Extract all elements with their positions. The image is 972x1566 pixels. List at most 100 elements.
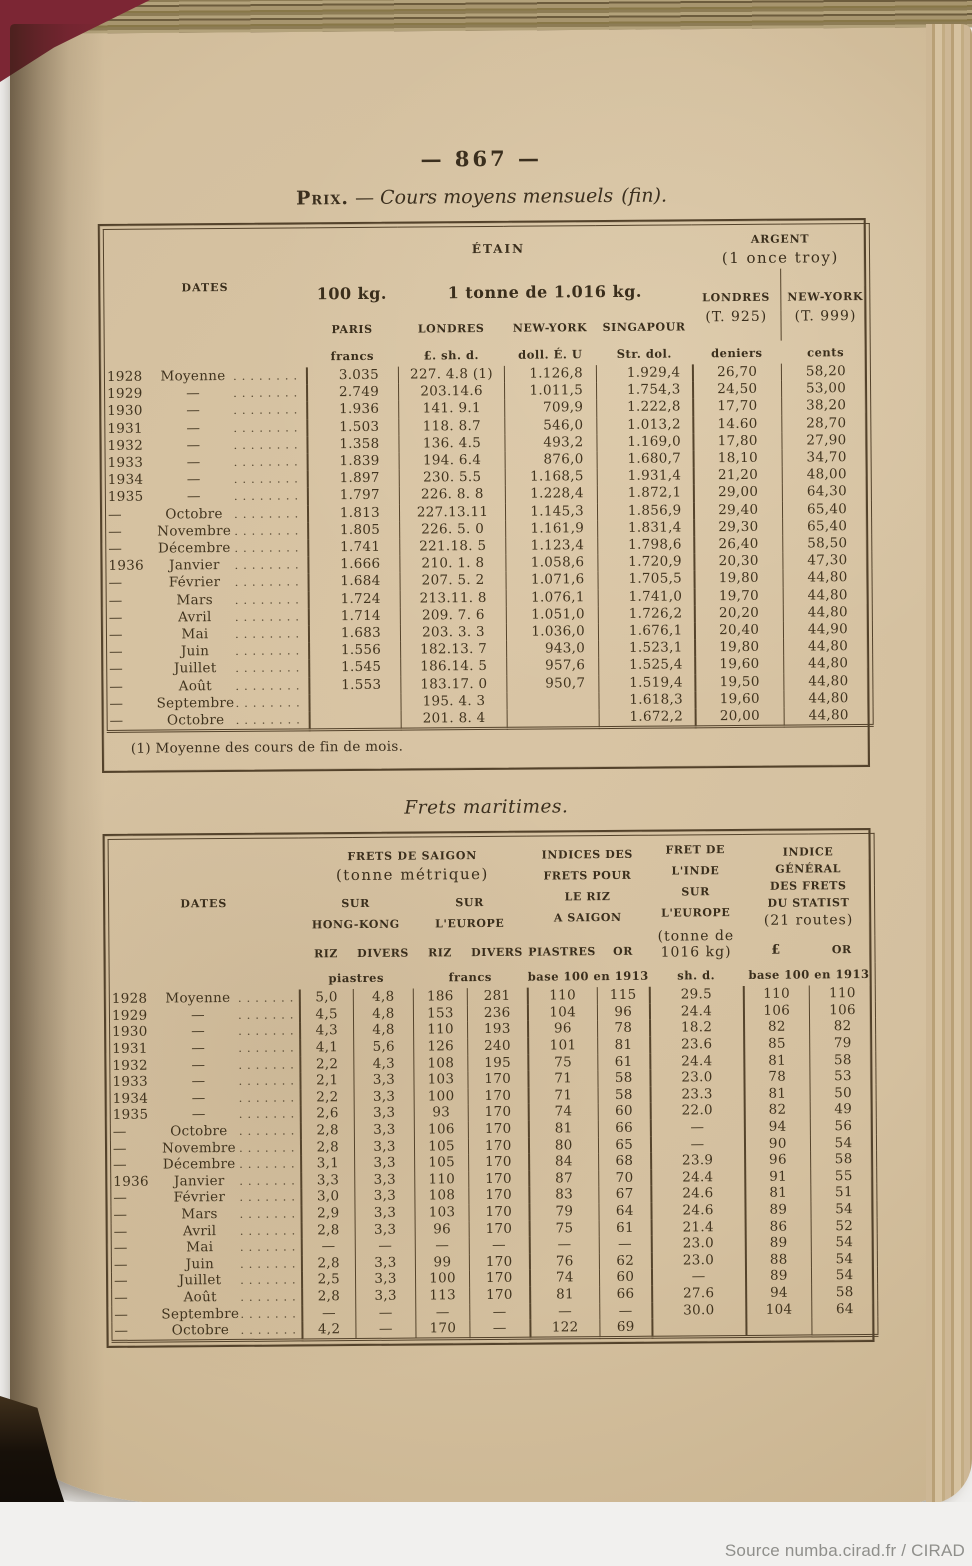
data-cell: 3,3 (355, 1287, 416, 1305)
data-cell: — (599, 1235, 652, 1253)
data-cell: 58,50 (807, 535, 848, 552)
data-cell (812, 1317, 878, 1336)
row-month: Octobre (166, 712, 225, 729)
data-cell: 4,1 (299, 1039, 354, 1057)
row-date-label: — Décembre (105, 539, 308, 559)
data-cell: 3,3 (354, 1121, 415, 1139)
row-year: 1928 (111, 990, 148, 1008)
data-cell: 26,40 (693, 535, 783, 554)
data-cell: — (469, 1303, 530, 1321)
data-cell: 1.676,1 (598, 622, 695, 641)
data-cell: 75 (529, 1219, 600, 1237)
row-year: 1928 (106, 368, 143, 385)
data-cell: 22.0 (650, 1102, 745, 1120)
row-date-label: 1928 Moyenne (104, 367, 307, 387)
data-cell: 34,70 (806, 449, 847, 466)
data-cell: 1.228,4 (505, 485, 598, 504)
data-cell: 1.525,4 (598, 656, 695, 675)
data-cell: 1.813 (307, 504, 400, 523)
row-year: 1929 (111, 1007, 148, 1024)
dotted-leader (240, 1288, 296, 1305)
data-cell: 29,00 (693, 484, 783, 502)
unit-pounds: £. sh. d. (423, 347, 480, 362)
data-cell: 106 (414, 1121, 469, 1139)
data-cell: 227. 4.8 (1) (398, 365, 505, 384)
row-month: Moyenne (165, 990, 231, 1007)
data-cell: 226. 8. 8 (399, 486, 506, 505)
data-cell: 24,50 (692, 380, 782, 399)
dotted-leader (233, 367, 301, 385)
data-cell: 23.3 (650, 1085, 745, 1104)
data-cell: 14.60 (692, 415, 782, 434)
data-cell: 3,0 (300, 1188, 355, 1206)
data-cell: 24.4 (649, 1052, 744, 1070)
row-date-label: 1933 — (105, 453, 308, 473)
dotted-leader (235, 660, 303, 678)
unit-piastres: piastres (328, 971, 384, 986)
data-cell: 53 (834, 1068, 852, 1085)
dotted-leader (240, 1239, 296, 1256)
header-fret-inde: FRET DE L'INDE SUR L'EUROPE (tonne de 10… (648, 835, 743, 965)
header-or1: OR (613, 945, 633, 959)
data-cell: 44,80 (808, 672, 849, 690)
data-cell: 876,0 (505, 451, 598, 470)
row-month: — (191, 1023, 206, 1040)
header-argent-line2: (1 once troy) (721, 247, 839, 267)
scan-background (0, 1502, 972, 1566)
data-cell: 170 (468, 1170, 529, 1188)
row-month: Octobre (171, 1322, 230, 1339)
data-cell: 49 (834, 1101, 853, 1118)
data-cell: 281 (467, 987, 528, 1005)
header-fret-inde-paren: (tonne de 1016 kg) (657, 927, 735, 961)
data-cell: 24.4 (650, 1168, 745, 1187)
data-cell: 110 (414, 1170, 469, 1188)
data-cell: 110 (527, 987, 598, 1005)
row-month: — (186, 471, 201, 488)
dotted-leader (239, 1139, 295, 1156)
data-cell: — (599, 1302, 652, 1320)
data-cell: 709,9 (504, 399, 597, 418)
data-cell: 2,8 (300, 1138, 355, 1156)
row-date-label: — Mars (106, 591, 309, 610)
data-cell: 126 (413, 1038, 468, 1056)
unit-deniers: deniers (711, 345, 763, 360)
row-year: 1934 (107, 471, 144, 489)
data-cell: 2,2 (299, 1055, 354, 1073)
data-cell: 54 (835, 1234, 854, 1251)
row-date-label: — Avril (111, 1222, 302, 1241)
data-cell: 56 (834, 1118, 853, 1135)
data-cell: 170 (468, 1087, 529, 1105)
data-cell: 170 (469, 1270, 530, 1288)
data-cell: 66 (599, 1285, 652, 1303)
data-cell: 23.6 (649, 1036, 744, 1054)
data-cell: 1.618,3 (598, 691, 696, 710)
header-fret-inde-caps: FRET DE L'INDE SUR L'EUROPE (661, 843, 731, 920)
row-date-label: — Octobre (105, 504, 308, 524)
data-cell: — (355, 1237, 416, 1255)
row-month: Mai (186, 1239, 214, 1256)
data-cell: 23.0 (649, 1069, 745, 1087)
header-argent: ARGENT (1 once troy) (691, 223, 869, 269)
data-cell: 96 (415, 1220, 470, 1238)
data-cell: 84 (528, 1153, 599, 1171)
data-cell: 195. 4. 3 (400, 692, 508, 711)
data-cell: 54 (835, 1267, 854, 1284)
row-year: — (109, 661, 124, 678)
row-date-label: — Décembre (110, 1155, 301, 1174)
row-year: — (112, 1140, 127, 1157)
dotted-leader (238, 1056, 294, 1073)
row-month: — (186, 402, 201, 419)
data-cell: — (301, 1304, 356, 1322)
data-cell: 74 (529, 1269, 600, 1287)
row-date-label: 1932 — (109, 1056, 300, 1075)
row-date-label: — Octobre (110, 1122, 301, 1141)
data-cell: 23.0 (651, 1251, 746, 1270)
dotted-leader (235, 591, 303, 609)
data-cell: 94 (744, 1118, 811, 1136)
data-cell: 29.5 (649, 986, 744, 1004)
data-cell: 1.051,0 (506, 605, 599, 624)
data-cell: 1.741 (307, 538, 400, 557)
data-cell: 105 (414, 1137, 469, 1155)
header-100kg: 100 kg. (316, 283, 388, 303)
row-month: Avril (178, 608, 212, 626)
